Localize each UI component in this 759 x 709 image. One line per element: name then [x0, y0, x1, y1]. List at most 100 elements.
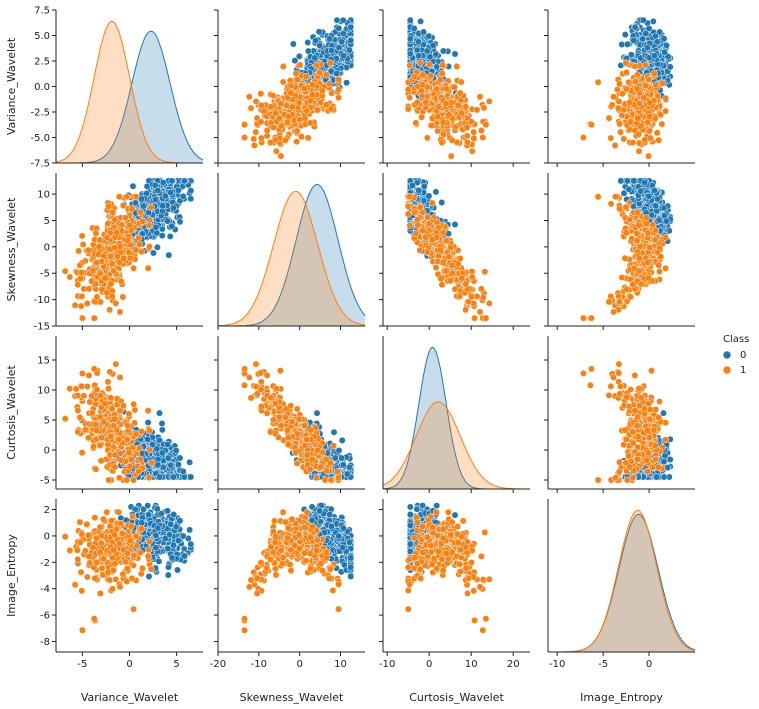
point-class-1	[74, 407, 82, 414]
point-class-1	[263, 127, 271, 134]
point-class-0	[187, 473, 195, 481]
point-class-1	[93, 386, 101, 394]
y-tick-label: -5.0	[30, 133, 50, 144]
point-class-0	[347, 23, 355, 31]
point-class-1	[301, 115, 309, 122]
point-class-0	[660, 35, 668, 43]
point-class-1	[633, 71, 641, 79]
point-class-1	[108, 260, 116, 268]
point-class-1	[272, 109, 279, 117]
point-class-0	[653, 195, 661, 203]
point-class-1	[643, 214, 651, 222]
point-class-1	[132, 246, 140, 254]
point-class-1	[594, 193, 602, 201]
point-class-1	[89, 266, 97, 274]
point-class-1	[448, 136, 456, 144]
point-class-1	[419, 71, 427, 79]
point-class-1	[622, 59, 630, 67]
point-class-1	[107, 280, 115, 288]
point-class-1	[105, 476, 113, 484]
point-class-1	[463, 124, 471, 131]
point-class-1	[77, 302, 85, 310]
point-class-1	[101, 274, 109, 282]
point-class-1	[608, 101, 616, 109]
point-class-1	[418, 113, 426, 121]
point-class-1	[442, 100, 450, 108]
point-class-1	[307, 97, 315, 105]
point-class-1	[124, 237, 132, 245]
point-class-1	[74, 392, 82, 399]
point-class-1	[83, 300, 91, 307]
point-class-1	[651, 236, 659, 244]
y-tick-label: -15	[34, 322, 50, 333]
point-class-1	[653, 129, 661, 137]
point-class-1	[476, 308, 484, 316]
point-class-0	[167, 461, 175, 469]
point-class-1	[436, 246, 444, 254]
point-class-1	[85, 285, 93, 293]
point-class-0	[154, 186, 162, 194]
y-tick-label: 2.5	[34, 57, 50, 68]
panel-skewness-wavelet-vs-image-entropy	[544, 173, 695, 330]
point-class-0	[639, 16, 647, 24]
point-class-1	[83, 382, 91, 390]
point-class-1	[438, 139, 446, 146]
point-class-0	[451, 50, 459, 58]
point-class-0	[652, 202, 660, 210]
point-class-1	[416, 59, 424, 67]
point-class-0	[420, 28, 428, 36]
point-class-1	[298, 133, 305, 141]
point-class-1	[614, 104, 622, 112]
point-class-1	[125, 449, 133, 457]
point-class-0	[304, 47, 312, 55]
point-class-1	[458, 109, 466, 117]
point-class-1	[445, 111, 453, 119]
point-class-0	[144, 419, 152, 426]
point-class-0	[663, 41, 670, 49]
point-class-1	[485, 299, 493, 307]
point-class-1	[463, 132, 471, 140]
point-class-1	[90, 442, 97, 450]
point-class-0	[625, 185, 633, 193]
point-class-1	[241, 134, 248, 141]
point-class-1	[442, 237, 450, 245]
point-class-0	[655, 216, 663, 224]
point-class-1	[123, 476, 131, 484]
point-class-0	[413, 46, 421, 54]
point-class-1	[288, 103, 296, 111]
point-class-1	[250, 141, 258, 149]
point-class-0	[343, 79, 351, 87]
point-class-1	[634, 114, 642, 122]
point-class-1	[439, 259, 447, 266]
point-class-1	[292, 70, 300, 77]
point-class-1	[116, 308, 124, 316]
point-class-1	[281, 136, 289, 144]
point-class-0	[649, 17, 657, 25]
point-class-1	[260, 107, 268, 115]
point-class-1	[623, 69, 630, 76]
point-class-1	[424, 213, 432, 221]
point-class-1	[111, 244, 118, 252]
point-class-1	[428, 122, 436, 129]
point-class-1	[97, 457, 105, 465]
point-class-1	[74, 281, 82, 289]
point-class-0	[164, 441, 171, 448]
point-class-0	[164, 454, 172, 462]
point-class-1	[413, 98, 421, 106]
point-class-1	[458, 274, 466, 282]
point-class-0	[651, 52, 658, 60]
point-class-1	[410, 73, 418, 80]
point-class-1	[623, 285, 631, 293]
point-class-0	[339, 30, 347, 37]
point-class-0	[164, 217, 171, 225]
point-class-1	[92, 229, 100, 237]
point-class-1	[434, 127, 442, 135]
point-class-1	[145, 243, 153, 250]
point-class-1	[438, 281, 446, 289]
point-class-0	[180, 177, 188, 185]
point-class-0	[406, 16, 414, 24]
point-class-1	[88, 409, 96, 417]
point-class-1	[293, 76, 301, 83]
point-class-0	[327, 47, 335, 54]
point-class-1	[622, 203, 630, 211]
